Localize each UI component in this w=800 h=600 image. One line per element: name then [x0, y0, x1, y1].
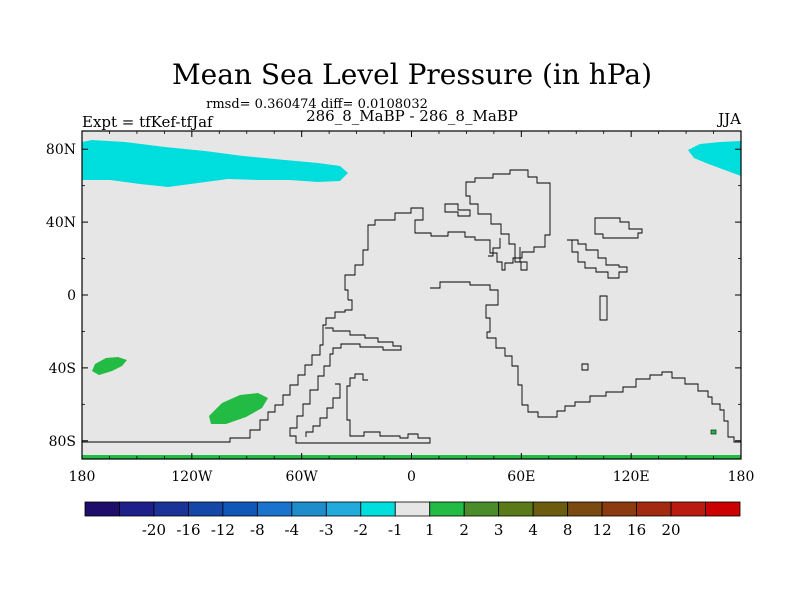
x-tick-label: 60E — [507, 469, 535, 485]
coastline-eastern-arm — [567, 239, 628, 279]
x-tick-label: 60W — [286, 469, 319, 485]
x-tick-label: 120E — [613, 469, 650, 485]
coastline-north-notch — [488, 238, 501, 257]
colorbar-label: -8 — [250, 521, 265, 539]
map-background — [82, 131, 741, 459]
colorbar-box — [325, 501, 362, 517]
colorbar-label: 8 — [563, 521, 573, 539]
y-tick-label: 80N — [46, 142, 76, 158]
colorbar-box — [394, 501, 431, 517]
colorbar-label: 12 — [593, 521, 612, 539]
x-tick-label: 120W — [171, 469, 213, 485]
colorbar-label: 16 — [627, 521, 646, 539]
colorbar-label: 4 — [528, 521, 538, 539]
colorbar-box — [498, 501, 534, 517]
subtitle-left: Expt = tfKef-tfJaf — [82, 113, 214, 131]
colorbar-box — [291, 501, 327, 517]
map-axes: 180 120W 60W 0 60E 120E 180 80N 40N 0 40S 80S — [46, 131, 754, 485]
y-tick-label: 0 — [67, 288, 76, 304]
coastline-south-landmass — [289, 327, 431, 444]
colorbar-box — [119, 501, 155, 517]
anomaly-region-arctic-east — [688, 141, 741, 176]
anomaly-region-small-patch — [710, 429, 717, 435]
colorbar-box — [222, 501, 258, 517]
coastline-north-continent-west — [82, 299, 353, 443]
colorbar-label: -4 — [285, 521, 300, 539]
colorbar-label: -12 — [211, 521, 235, 539]
coastline-east-landmass — [594, 217, 643, 239]
colorbar-label: -1 — [388, 521, 403, 539]
colorbar-box — [567, 501, 603, 517]
colorbar-box — [429, 501, 465, 517]
x-tick-label: 0 — [407, 469, 416, 485]
coastline-lake — [444, 203, 471, 217]
y-tick-label: 40S — [49, 361, 76, 377]
y-tick-label: 40N — [46, 215, 76, 231]
chart-title: Mean Sea Level Pressure (in hPa) — [172, 58, 652, 91]
coastline-south-inner — [305, 383, 341, 437]
stats-line: rmsd= 0.360474 diff= 0.0108032 — [206, 97, 428, 112]
coastline-small-island — [599, 295, 608, 321]
colorbar-box — [601, 501, 637, 517]
coastline-central-continent — [430, 281, 741, 443]
colorbar-label: 3 — [494, 521, 504, 539]
colorbar-box — [360, 501, 396, 517]
subtitle-right: JJA — [716, 110, 741, 128]
colorbar-box — [636, 501, 672, 517]
colorbar-box — [153, 501, 189, 517]
colorbar-label: 20 — [662, 521, 681, 539]
colorbar-label: -20 — [142, 521, 166, 539]
coastline-tiny-island — [581, 363, 589, 371]
colorbar-box — [463, 501, 500, 517]
subtitle-center: 286_8_MaBP - 286_8_MaBP — [306, 107, 518, 125]
colorbar-label: -16 — [176, 521, 200, 539]
colorbar-box — [188, 501, 224, 517]
map-panel — [81, 130, 742, 460]
x-tick-label: 180 — [69, 469, 96, 485]
colorbar-box — [670, 501, 706, 517]
anomaly-region-south-pacific-large — [209, 393, 268, 424]
colorbar-box — [256, 501, 293, 517]
colorbar-label: -3 — [319, 521, 334, 539]
colorbar: -20 -16 -12 -8 -4 -3 -2 -1 1 2 3 4 8 12 16 20 — [84, 501, 741, 539]
colorbar-label: -2 — [353, 521, 368, 539]
colorbar-label: 1 — [425, 521, 435, 539]
colorbar-box — [705, 501, 741, 517]
colorbar-box — [84, 501, 120, 517]
colorbar-label: 2 — [459, 521, 469, 539]
anomaly-region-north-pacific — [82, 140, 348, 187]
y-tick-label: 80S — [49, 434, 76, 450]
anomaly-region-south-pacific-small — [92, 357, 127, 375]
coastline-north-continent — [344, 169, 551, 300]
colorbar-box — [532, 501, 569, 517]
x-tick-label: 180 — [728, 469, 755, 485]
